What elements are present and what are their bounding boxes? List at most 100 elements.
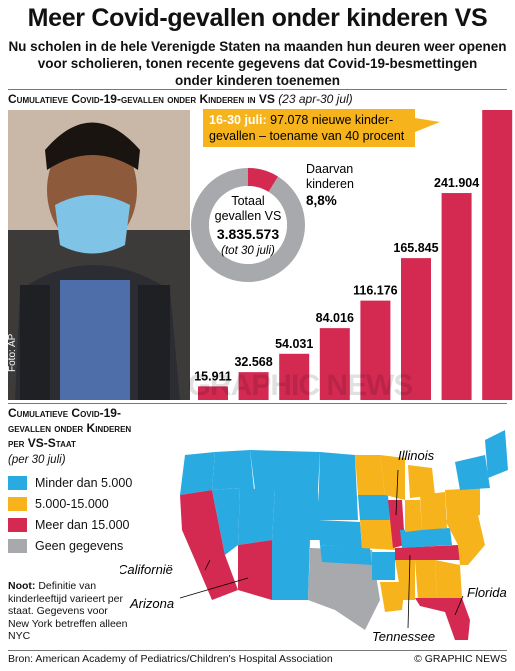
label-tennessee: Tennessee [372, 629, 435, 644]
bar-5 [401, 258, 431, 400]
bar-7 [482, 110, 513, 400]
state-new-mexico [272, 540, 310, 600]
florida-leader [454, 595, 464, 616]
us-map: Illinois Californië Arizona Tennessee Fl… [120, 430, 508, 644]
legend-item: Geen gegevens [8, 535, 132, 556]
subtitle-line: voor scholieren, tonen recente gegevens … [37, 56, 478, 71]
callout-pointer [415, 118, 440, 132]
watermark: GRAPHIC NEWS [188, 369, 413, 402]
subtitle-line: onder kinderen toenemen [174, 73, 341, 88]
section2-title-line: Cumulatieve Covid-19- [8, 406, 121, 420]
page-title: Meer Covid-gevallen onder kinderen VS [27, 4, 488, 32]
state-new-york [455, 455, 490, 490]
legend-label: 5.000-15.000 [35, 496, 109, 511]
bar-1 [238, 372, 269, 400]
bar-value-label: 338.982 [475, 104, 515, 107]
bar-value-label: 116.176 [353, 284, 398, 298]
arizona-leader [179, 577, 249, 599]
donut-children-label2: kinderen [306, 177, 354, 191]
bar-4 [360, 300, 391, 400]
state-florida [415, 598, 470, 640]
photo-credit: Foto: AP [7, 333, 18, 372]
bar-2 [279, 353, 310, 400]
legend-swatch [8, 496, 27, 511]
callout-rest: 97.078 nieuwe kinder- [267, 113, 393, 127]
bar-0 [198, 386, 228, 400]
state-alabama [415, 560, 437, 600]
bar-value-label: 32.568 [234, 355, 272, 369]
subtitle-line: Nu scholen in de hele Verenigde Staten n… [8, 39, 507, 54]
legend-swatch [8, 517, 27, 532]
donut-children-slice [247, 168, 278, 193]
state-idaho [212, 450, 255, 500]
legend-item: 5.000-15.000 [8, 493, 132, 514]
callout [203, 109, 440, 147]
legend-swatch [8, 538, 27, 553]
legend: Minder dan 5.000 5.000-15.000 Meer dan 1… [8, 472, 132, 556]
bar-value-label: 15.911 [194, 369, 232, 383]
note: Noot: Definitie van kinderleeftijd varie… [8, 580, 128, 643]
label-illinois: Illinois [398, 448, 435, 463]
divider [8, 89, 507, 90]
state-new-england [485, 430, 508, 478]
label-arizona: Arizona [129, 596, 174, 611]
state-ohio [420, 492, 447, 530]
callout-box [203, 109, 415, 147]
source: Bron: American Academy of Pediatrics/Chi… [8, 653, 333, 665]
section-title-text: Cumulatieve Covid-19-gevallen onder Kind… [8, 92, 275, 106]
donut-children-pct: 8,8% [306, 193, 337, 208]
donut-total-label2: gevallen VS [215, 209, 282, 223]
note-text: Definitie van kinderleeftijd varieert pe… [8, 580, 128, 642]
state-arkansas [372, 552, 395, 580]
photo [8, 110, 190, 400]
state-minnesota [355, 455, 385, 495]
callout-bold: 16-30 juli: [209, 113, 267, 127]
state-washington-oregon [180, 452, 215, 495]
section2-sub: (per 30 juli) [8, 454, 66, 466]
state-texas [308, 548, 380, 630]
state-virginia-nc [445, 515, 485, 545]
california-leader [204, 559, 211, 571]
donut [191, 168, 305, 282]
copyright: © GRAPHIC NEWS [414, 653, 507, 665]
state-montana-wyoming [250, 450, 320, 490]
state-indiana [405, 500, 422, 532]
bar-value-label: 165.845 [393, 241, 438, 255]
state-nevada [212, 488, 240, 555]
legend-label: Meer dan 15.000 [35, 517, 130, 532]
note-bold: Noot: [8, 580, 36, 592]
bar-3 [319, 328, 350, 400]
callout-line1: 16-30 juli: 97.078 nieuwe kinder- [209, 113, 393, 127]
state-arizona [238, 540, 272, 600]
illinois-leader [395, 469, 399, 516]
callout-line2: gevallen – toename van 40 procent [209, 129, 405, 143]
bar-6 [441, 193, 472, 400]
legend-swatch [8, 475, 27, 490]
state-dakotas-nebraska [318, 452, 358, 520]
label-florida: Florida [467, 585, 507, 600]
state-georgia [435, 560, 462, 598]
divider [8, 650, 507, 651]
legend-label: Minder dan 5.000 [35, 475, 133, 490]
bar-value-label: 54.031 [275, 337, 313, 351]
donut-hole [209, 186, 287, 264]
donut-total-label: Totaal [231, 194, 264, 208]
section-title: Cumulatieve Covid-19-gevallen onder Kind… [8, 92, 353, 106]
map-states [180, 430, 508, 640]
state-michigan [408, 465, 435, 498]
divider [8, 403, 507, 404]
state-oklahoma [320, 545, 372, 565]
state-colorado [272, 490, 320, 540]
bar-value-label: 241.904 [434, 176, 479, 190]
state-wisconsin [380, 455, 405, 500]
tennessee-leader [407, 554, 411, 629]
legend-item: Minder dan 5.000 [8, 472, 132, 493]
state-kentucky [400, 528, 452, 548]
state-california [180, 490, 238, 600]
donut-total-value: 3.835.573 [217, 226, 279, 242]
legend-label: Geen gegevens [35, 538, 124, 553]
state-utah [238, 488, 275, 545]
state-kansas [318, 520, 362, 548]
state-tennessee [395, 545, 460, 560]
